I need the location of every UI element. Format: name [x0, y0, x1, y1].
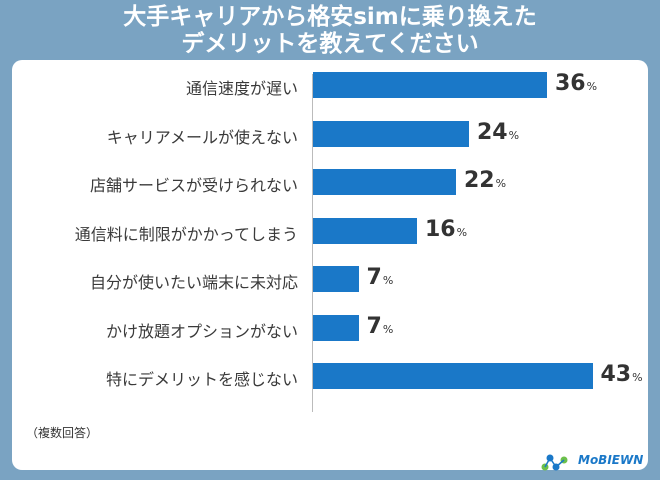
category-label-7: 特にデメリットを感じない — [105, 370, 298, 389]
molecule-logo-icon — [541, 454, 568, 471]
value-label-5: 7% — [367, 265, 394, 290]
value-label-4: 16% — [425, 217, 467, 242]
value-unit-6: % — [382, 322, 394, 336]
value-unit-2: % — [508, 128, 520, 142]
value-label-7: 43% — [601, 362, 643, 387]
value-unit-1: % — [586, 80, 598, 93]
value-label-3: 22% — [464, 168, 506, 193]
category-label-6: かけ放題オプションがない — [105, 321, 298, 341]
category-label-1: 通信速度が遅い — [185, 79, 298, 98]
value-number-3: 22 — [464, 168, 495, 193]
value-label-1: 36% — [555, 71, 597, 96]
chart-title-line-1: 大手キャリアから格安simに乗り換えた — [123, 4, 537, 30]
value-number-2: 24 — [477, 119, 508, 145]
chart-note: （複数回答） — [26, 426, 99, 440]
value-label-6: 7% — [367, 314, 394, 339]
bar-1 — [313, 72, 547, 98]
bar-4 — [313, 217, 417, 244]
bar-6 — [313, 314, 359, 341]
category-label-3: 店舗サービスが受けられない — [89, 176, 298, 195]
value-number-5: 7 — [366, 265, 382, 290]
value-unit-7: % — [632, 371, 643, 384]
value-unit-5: % — [382, 274, 394, 287]
value-number-7: 43 — [600, 362, 632, 387]
value-label-2: 24% — [477, 120, 519, 145]
chart-axis-line — [312, 74, 313, 412]
logo-text: MoBIEWN — [578, 453, 644, 467]
category-label-2: キャリアメールが使えない — [106, 127, 298, 147]
bar-5 — [313, 266, 359, 292]
value-number-1: 36 — [555, 71, 586, 96]
chart-title: 大手キャリアから格安simに乗り換えた デメリットを教えてください — [0, 4, 660, 58]
value-unit-3: % — [495, 177, 507, 190]
bar-2 — [313, 120, 469, 147]
bar-3 — [313, 169, 456, 195]
bar-7 — [313, 363, 593, 389]
category-label-4: 通信料に制限がかかってしまう — [74, 224, 298, 244]
value-number-6: 7 — [366, 313, 382, 339]
category-label-5: 自分が使いたい端末に未対応 — [89, 273, 298, 292]
value-unit-4: % — [456, 225, 468, 239]
chart-title-line-2: デメリットを教えてください — [181, 31, 479, 57]
value-number-4: 16 — [425, 216, 456, 242]
